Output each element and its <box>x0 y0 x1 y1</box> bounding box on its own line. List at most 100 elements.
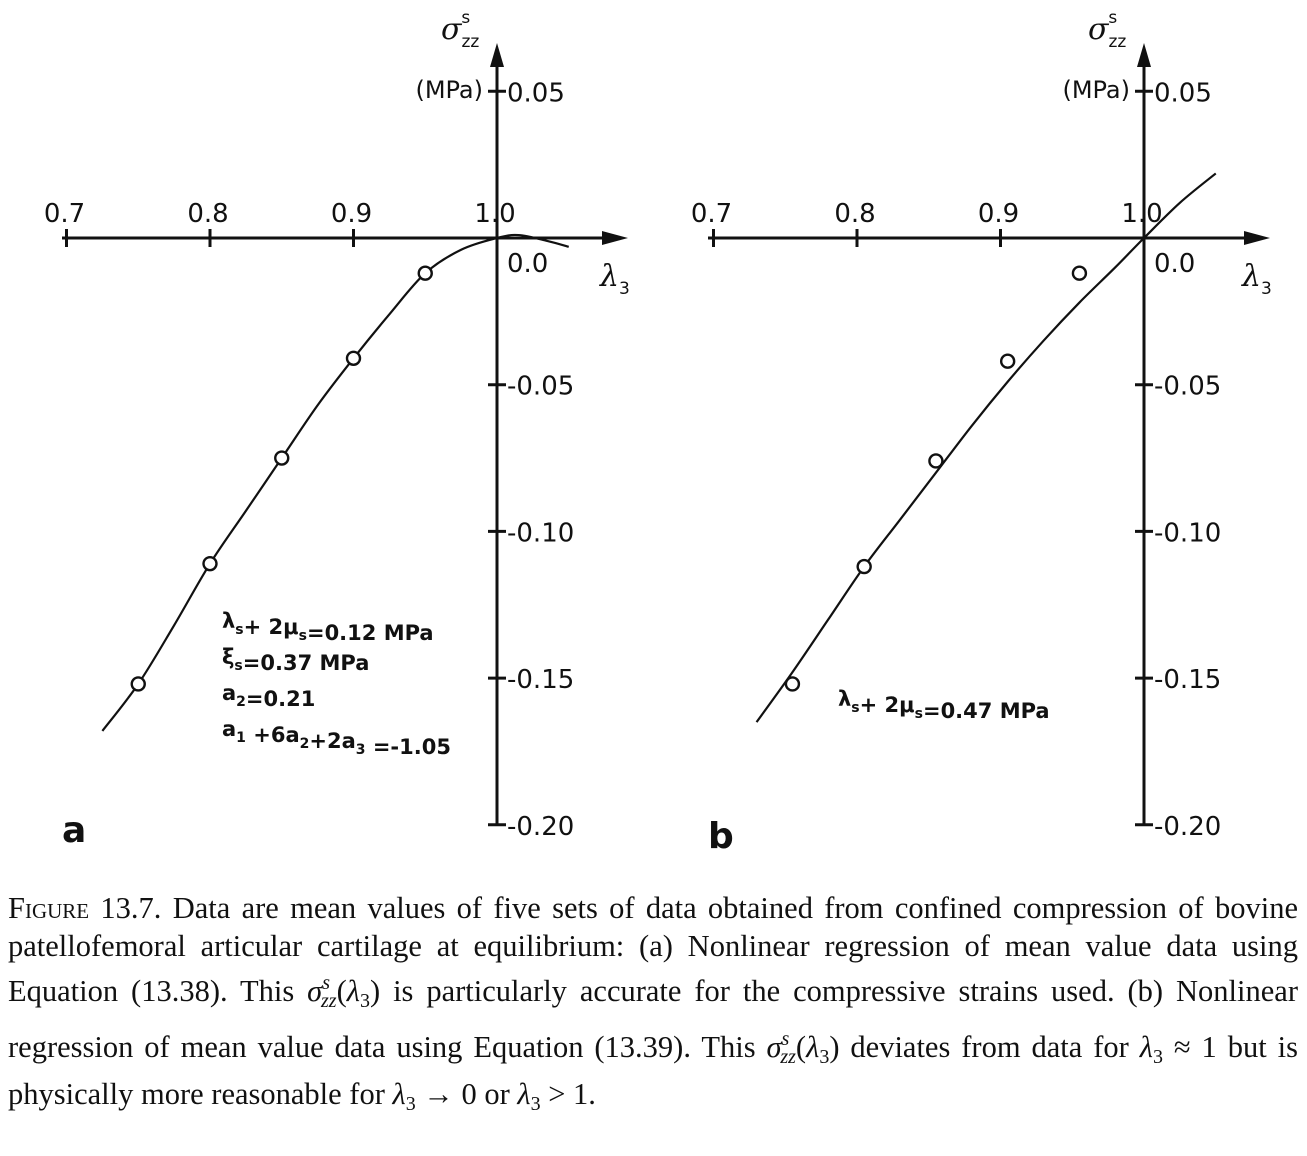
y-tick-label: -0.15 <box>507 665 574 695</box>
annotation-subscript: 1 <box>236 730 246 746</box>
caption-segment: ) is particularly accurate for the compr… <box>8 974 1298 1064</box>
data-point <box>202 555 218 572</box>
caption-segment: λ <box>346 974 360 1008</box>
caption-segment: ( <box>795 1029 807 1064</box>
annotation: a1 +6a2+2a3 =-1.05 <box>222 717 451 759</box>
figure-caption: Figure 13.7. Data are mean values of fiv… <box>8 890 1298 1124</box>
caption-segment: ) deviates from data for <box>829 1029 1140 1064</box>
caption-segment: σ <box>766 1029 782 1064</box>
panel-a: 0.7 0.8 0.9 1.0 0.05 -0.05 -0.10 -0.15 -0.20 0.0 λ… <box>44 8 630 851</box>
annotation-text: =0.12 MPa <box>307 621 434 645</box>
data-point <box>856 558 872 575</box>
panel-letter: a <box>62 810 86 851</box>
annotation-text: +2 <box>309 729 341 753</box>
caption-segment: s <box>322 972 331 994</box>
data-point <box>999 353 1016 369</box>
x-tick-label: 0.7 <box>691 199 732 229</box>
y-axis-arrow-icon <box>490 43 504 67</box>
y-tick-label: -0.05 <box>1154 372 1221 402</box>
origin-label: 0.0 <box>507 249 548 279</box>
annotation: λs+ 2μs=0.12 MPa <box>222 609 434 645</box>
annotation-text: +6 <box>246 723 286 747</box>
caption-segment: Data are mean values of five sets of dat… <box>8 891 1298 1008</box>
origin-label: 0.0 <box>1154 249 1195 279</box>
data-point <box>1071 265 1088 281</box>
y-tick-label: 0.05 <box>507 78 565 108</box>
annotation: ξs=0.37 MPa <box>222 645 369 675</box>
annotation-subscript: s <box>299 628 307 644</box>
caption-segment: 3 <box>819 1045 830 1068</box>
annotation-text: =0.47 MPa <box>923 699 1050 723</box>
y-axis-label-superscript: s <box>461 8 470 28</box>
y-tick-label: -0.10 <box>507 518 574 548</box>
annotation-symbol: μ <box>899 693 914 717</box>
annotation-text: + 2 <box>860 693 900 717</box>
data-point <box>345 350 362 366</box>
data-point <box>928 453 944 469</box>
x-tick-label: 0.8 <box>834 199 875 229</box>
x-axis-label: λ3 <box>599 259 630 299</box>
y-tick-label: -0.05 <box>507 372 574 402</box>
data-point <box>417 265 433 281</box>
annotation-subscript: 2 <box>236 694 246 710</box>
y-axis-label-symbol: σ <box>1088 12 1110 47</box>
fit-curve-line <box>755 172 1217 723</box>
x-axis-arrow-icon <box>602 231 628 245</box>
data-point <box>784 676 801 692</box>
annotation-text: =0.21 <box>246 687 315 711</box>
caption-segment: > 1. <box>540 1077 596 1111</box>
x-axis-label-symbol: λ <box>599 259 619 294</box>
caption-segment: λ <box>806 1029 820 1064</box>
x-tick-label: 0.9 <box>331 199 372 229</box>
y-axis-label: σzz s <box>1088 8 1126 52</box>
x-tick-label: 0.8 <box>187 199 228 229</box>
x-axis-label-subscript: 3 <box>619 279 630 299</box>
data-point <box>274 450 290 466</box>
figure-13-7: 0.7 0.8 0.9 1.0 0.05 -0.05 -0.10 -0.15 -0.20 0.0 λ… <box>44 8 1272 857</box>
caption-segment: λ <box>392 1077 406 1111</box>
caption-segment: zz <box>780 1045 796 1068</box>
annotation: a2=0.21 <box>222 681 315 711</box>
y-tick-label: -0.15 <box>1154 665 1221 695</box>
panel-b: 0.7 0.8 0.9 1.0 0.05 -0.05 -0.10 -0.15 -0.20 0.0 λ… <box>691 8 1272 857</box>
annotation-symbol: ξ <box>222 645 234 669</box>
annotation-symbol: a <box>342 729 356 753</box>
x-tick-label: 1.0 <box>474 199 515 229</box>
y-tick-label: 0.05 <box>1154 78 1212 108</box>
y-tick-label: -0.10 <box>1154 518 1221 548</box>
annotation-subscript: s <box>234 658 242 674</box>
annotation-text: =0.37 MPa <box>243 651 370 675</box>
caption-segment: λ <box>1139 1029 1153 1064</box>
panel-letter: b <box>708 816 734 857</box>
caption-segment: σ <box>307 974 323 1008</box>
caption-segment: ( <box>336 974 347 1008</box>
x-tick-label: 0.7 <box>44 199 85 229</box>
y-tick-label: -0.20 <box>507 812 574 842</box>
y-axis-label: σzz s <box>441 8 479 52</box>
annotation-symbol: μ <box>283 615 298 639</box>
caption-segment: λ <box>517 1077 531 1111</box>
y-axis-unit: (MPa) <box>1062 76 1130 104</box>
caption-segment: → 0 or <box>415 1077 518 1111</box>
data-point <box>130 676 146 692</box>
caption-segment: 3 <box>530 1093 541 1115</box>
caption-segment: 3 <box>405 1093 416 1115</box>
annotation-symbol: a <box>222 681 236 705</box>
annotation: λs+ 2μs=0.47 MPa <box>838 687 1050 723</box>
y-axis-label-superscript: s <box>1108 8 1117 28</box>
caption-segment: s <box>781 1027 790 1050</box>
x-axis-label-subscript: 3 <box>1261 279 1272 299</box>
y-axis-label-subscript: zz <box>461 32 479 52</box>
annotation-subscript: 2 <box>300 736 310 752</box>
y-tick-label: -0.20 <box>1154 812 1221 842</box>
annotation-text: =-1.05 <box>366 735 451 759</box>
x-axis-arrow-icon <box>1244 231 1270 245</box>
y-axis-arrow-icon <box>1137 43 1151 67</box>
annotation-symbol: λ <box>838 687 851 711</box>
y-axis-unit: (MPa) <box>415 76 483 104</box>
annotation-symbol: λ <box>222 609 235 633</box>
caption-segment: ≈ 1 but is physically more reasonable fo… <box>8 1029 1298 1112</box>
caption-segment: 3 <box>1152 1045 1163 1068</box>
annotation-subscript: s <box>235 622 243 638</box>
annotation-subscript: 3 <box>356 742 366 758</box>
